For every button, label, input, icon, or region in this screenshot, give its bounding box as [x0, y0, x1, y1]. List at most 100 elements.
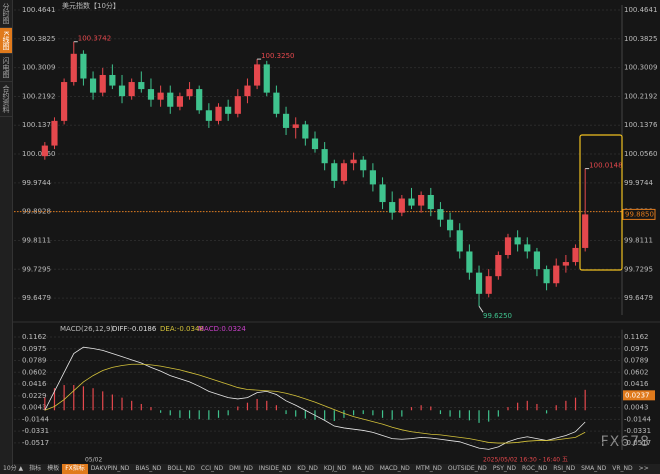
macd-bar [507, 407, 509, 411]
y-tick-label: 99.6479 [624, 294, 653, 302]
legend-entry: DEA:-0.0348 [160, 325, 204, 333]
y-tick-label-left: -0.0144 [22, 415, 50, 423]
last-macd: 0.0237 [625, 391, 650, 399]
toolbar-item[interactable]: DAKVPIN_ND [90, 465, 130, 472]
date-label: 05/02 [85, 457, 102, 464]
macd-bar [266, 400, 268, 411]
toolbar-item[interactable]: >> [638, 465, 649, 472]
y-tick-label-left: 0.0602 [22, 368, 47, 376]
toolbar-item[interactable]: FX指标 [62, 464, 88, 474]
sidebar-tab[interactable]: 闪电图 [0, 54, 12, 82]
y-tick-label-left: 99.8111 [22, 236, 51, 244]
y-tick-label: 100.0560 [624, 150, 657, 158]
sidebar-tab[interactable]: K线图 [0, 28, 12, 54]
toolbar-item[interactable]: KD_ND [297, 465, 318, 472]
macd-bar [150, 407, 152, 411]
macd-bar [565, 400, 567, 411]
toolbar-item[interactable]: BOLL_ND [167, 465, 195, 472]
macd-bar [169, 410, 171, 416]
toolbar-item[interactable]: KDJ_ND [323, 465, 347, 472]
candle-body [109, 74, 116, 86]
y-tick-label-left: 100.4641 [22, 6, 55, 14]
candle-body [389, 202, 396, 213]
toolbar-item[interactable]: PSY_ND [492, 465, 517, 472]
toolbar-item[interactable]: RSI_ND [553, 465, 576, 472]
toolbar-item[interactable]: 10分 ▲ [3, 465, 24, 472]
candle-body [553, 265, 560, 284]
sidebar: 分时图 K线图 闪电图 合约资料 [0, 0, 13, 464]
macd-bar [63, 385, 65, 411]
macd-bar [449, 410, 451, 417]
macd-bar [295, 410, 297, 417]
candle-body [41, 145, 48, 157]
toolbar-item[interactable]: 模板 [47, 465, 60, 472]
candle-body [292, 124, 299, 128]
macd-bar [536, 403, 538, 411]
sidebar-tab[interactable]: 合约资料 [0, 82, 12, 117]
candle-body [485, 276, 492, 294]
chart-title: 美元指数【10分】 [62, 1, 120, 10]
toolbar-item[interactable]: MA_ND [352, 465, 374, 472]
y-tick-label-left: 0.0229 [22, 392, 47, 400]
macd-bar [362, 410, 364, 415]
macd-bar [488, 410, 490, 422]
y-tick-label-left: 99.9744 [22, 179, 51, 187]
macd-bar [198, 410, 200, 420]
macd-bar [102, 391, 104, 411]
candle-body [89, 78, 97, 93]
last-price: 99.8850 [625, 210, 654, 218]
macd-bar [246, 402, 249, 411]
toolbar-item[interactable]: MTM_ND [415, 465, 442, 472]
toolbar-item[interactable]: OUTSIDE_ND [447, 465, 487, 472]
macd-bar [468, 410, 470, 421]
toolbar-item[interactable]: ROC_ND [522, 465, 548, 472]
candle-body [475, 272, 483, 294]
toolbar-item[interactable]: MACD_ND [379, 465, 410, 472]
y-tick-label-left: 0.0043 [22, 404, 47, 412]
candle-body [437, 209, 444, 220]
macd-bar [92, 388, 94, 411]
toolbar-item[interactable]: DMI_ND [229, 465, 253, 472]
toolbar: 10分 ▲ 指标 模板 FX指标 DAKVPIN_ND BIAS_ND BOLL_ND CCI… [0, 464, 660, 474]
candle-body [80, 53, 87, 79]
macd-line [44, 363, 586, 444]
candle-body [234, 96, 241, 114]
candle-body [225, 106, 232, 114]
macd-bar [439, 410, 442, 415]
toolbar-item[interactable]: CCI_ND [200, 465, 224, 472]
candle-body [572, 247, 579, 263]
y-tick-label: 0.0043 [624, 404, 649, 412]
y-tick-label: 0.0975 [624, 345, 649, 353]
toolbar-item[interactable]: INSIDE_ND [258, 465, 292, 472]
candle-body [99, 74, 106, 93]
sidebar-tab[interactable]: 分时图 [0, 0, 12, 28]
y-tick-label: 100.1376 [624, 121, 658, 129]
y-tick-label-left: -0.0331 [22, 427, 49, 435]
toolbar-item[interactable]: SMA_ND [581, 465, 607, 472]
macd-bar [324, 410, 326, 421]
y-tick-label: 0.0602 [624, 368, 649, 376]
macd-bar [111, 394, 113, 411]
toolbar-item[interactable]: VR_ND [612, 465, 633, 472]
macd-bar [217, 410, 220, 418]
toolbar-item[interactable]: BIAS_ND [135, 465, 162, 472]
toolbar-item[interactable]: 指标 [29, 465, 42, 472]
y-tick-label: 0.1162 [624, 333, 649, 341]
y-tick-label-left: -0.0517 [22, 439, 49, 447]
y-tick-label-left: 99.7295 [22, 265, 51, 273]
candle-body [582, 214, 589, 248]
candle-body [456, 230, 463, 252]
macd-bar [497, 410, 499, 417]
macd-bar [275, 405, 278, 411]
macd-bar [517, 402, 519, 411]
macd-bar [343, 410, 345, 418]
macd-bar [526, 400, 528, 411]
candle-body [311, 138, 319, 150]
legend-entry: MACD:0.0324 [198, 325, 246, 333]
y-tick-label: 0.0789 [624, 357, 649, 365]
candle-body [263, 64, 270, 93]
macd-bar [401, 410, 403, 417]
candle-body [514, 237, 521, 245]
candle-body [138, 82, 145, 90]
chart: FX678 05/02 2025/05/02 16:30 - 16:40 五 100.… [12, 1, 660, 464]
